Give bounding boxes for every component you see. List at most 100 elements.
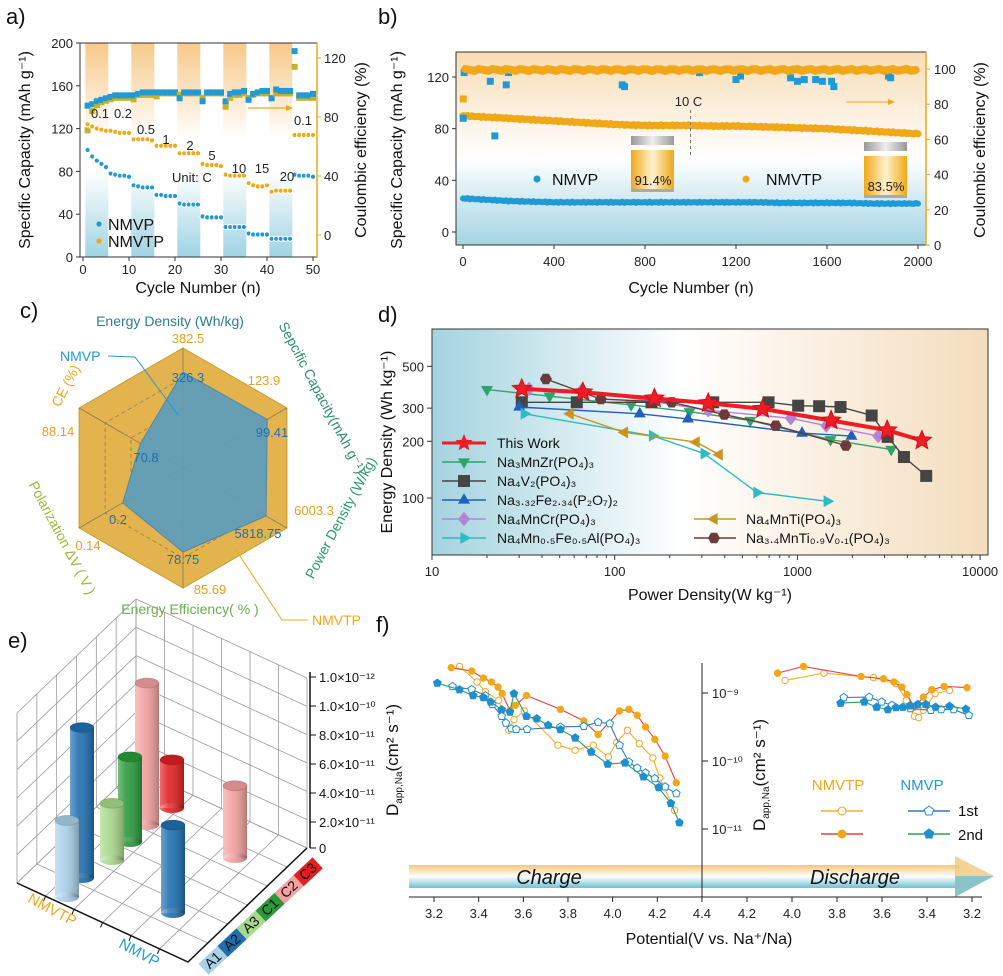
- legend-marker: [458, 475, 470, 487]
- battery-body: [864, 156, 907, 198]
- data-point: [468, 690, 478, 700]
- charge-line: [437, 682, 680, 823]
- cylinder-shade: [223, 785, 247, 858]
- cylinder-top: [159, 754, 185, 766]
- x-tick-label: 30: [214, 262, 228, 277]
- data-point: [865, 409, 878, 422]
- panel-label: e): [8, 628, 28, 653]
- nmvp-capacity-point: [309, 173, 317, 180]
- x-tick-label: 0: [79, 262, 86, 277]
- cylinder-top-shade: [160, 754, 184, 765]
- data-point: [571, 746, 579, 754]
- nmvp-ce-point: [135, 90, 142, 97]
- data-point: [919, 693, 928, 701]
- data-point: [539, 373, 552, 385]
- x-tick-label: 10: [425, 564, 439, 579]
- nmvp-ce-point: [213, 89, 220, 96]
- y2-tick-label: 40: [324, 169, 338, 184]
- x-tick-label: 4.0: [783, 906, 801, 921]
- data-point: [753, 486, 764, 499]
- z-axis-title-sub: app,Na: [394, 771, 405, 804]
- grid-line: [135, 598, 308, 679]
- data-point: [751, 397, 774, 419]
- nmvp-ce-point: [259, 87, 266, 94]
- y-tick-label: 100: [402, 491, 424, 506]
- nmvp-capacity-point: [171, 192, 179, 200]
- nmvp-ce-point: [218, 89, 224, 96]
- data-point: [879, 675, 888, 683]
- x-tick-label: 3.6: [514, 906, 532, 921]
- nmvtp-capacity-point: [286, 187, 294, 194]
- cylinder-top: [160, 819, 186, 831]
- legend-label: This Work: [497, 435, 561, 451]
- nmvtp-callout: NMVTP: [312, 612, 361, 628]
- nmvp-ce-point: [107, 93, 114, 100]
- data-point: [911, 429, 933, 450]
- plot-frame: [431, 328, 989, 556]
- nmvtp-ce-point: [93, 102, 100, 109]
- cylinder-shade: [55, 820, 79, 897]
- series-line: [569, 413, 720, 456]
- legend-marker-nmvtp: [96, 238, 102, 244]
- cylinder-top-shade: [70, 722, 94, 733]
- legend-marker: [708, 532, 720, 544]
- series-triangle-right: [520, 407, 835, 508]
- cylinder-top: [54, 814, 80, 826]
- data-point: [497, 704, 507, 714]
- series-nmvtp-1st: [455, 662, 954, 814]
- data-point: [675, 817, 684, 827]
- nmvp-capacity-point: [102, 164, 110, 171]
- nmvp-ce-point: [268, 95, 275, 102]
- x-tick-label: 10000: [962, 564, 998, 579]
- nmvp-value-label: 70.8: [133, 450, 158, 465]
- data-point: [823, 495, 835, 508]
- data-point: [432, 678, 442, 687]
- data-point: [532, 713, 542, 723]
- x-tick-label: 800: [634, 254, 656, 269]
- nmvp-ce-point: [126, 92, 132, 99]
- nmvtp-capacity-point: [217, 162, 225, 170]
- category-swatch: [236, 910, 266, 940]
- nmvp-ce-point: [121, 92, 128, 99]
- data-point: [928, 685, 936, 694]
- legend-label: Na₃.₄MnTi₀.₉V₀.₁(PO₄)₃: [746, 530, 890, 546]
- nmvp-ce-point: [93, 98, 100, 105]
- legend-label: Na₃MnZr(PO₄)₃: [497, 454, 594, 470]
- data-point: [473, 678, 481, 686]
- nmvtp-value-label: 88.14: [42, 424, 75, 439]
- data-point: [486, 697, 496, 706]
- rate-label: 2: [186, 138, 193, 153]
- legend-label: 1st: [958, 803, 979, 820]
- discharge-line: [777, 665, 968, 709]
- nmvp-capacity-point: [98, 160, 105, 168]
- legend-label: 2nd: [958, 827, 983, 844]
- nmvp-ce-point: [98, 96, 105, 103]
- data-point: [820, 409, 842, 430]
- nmvp-ce-point: [459, 114, 467, 122]
- nmvp-ce-point: [195, 89, 201, 96]
- data-point: [769, 420, 782, 431]
- axis-tick: [282, 866, 288, 872]
- nmvp-ce-point: [793, 77, 801, 85]
- data-point: [643, 387, 666, 408]
- y2-tick-label: 60: [934, 132, 948, 147]
- nmvp-ce-point: [291, 48, 298, 55]
- battery-cap: [864, 142, 907, 151]
- x-tick-label: 3.4: [918, 906, 936, 921]
- legend-label: NMVP: [552, 172, 598, 189]
- nmvp-ce-point: [812, 76, 820, 84]
- x-tick-label: 100: [604, 564, 626, 579]
- data-point: [905, 701, 915, 710]
- nmvp-ce-point: [310, 90, 316, 97]
- axis-tick: [157, 948, 160, 955]
- data-point: [522, 691, 531, 700]
- panel-label: b): [378, 4, 398, 29]
- nmvtp-ce-point: [459, 95, 467, 103]
- data-point: [883, 704, 893, 714]
- data-point: [945, 701, 954, 710]
- x-tick-label: 3.2: [425, 906, 443, 921]
- data-point: [700, 447, 712, 460]
- data-point: [617, 426, 628, 439]
- x-tick-label: 3.4: [470, 906, 488, 921]
- legend-marker: [837, 806, 847, 816]
